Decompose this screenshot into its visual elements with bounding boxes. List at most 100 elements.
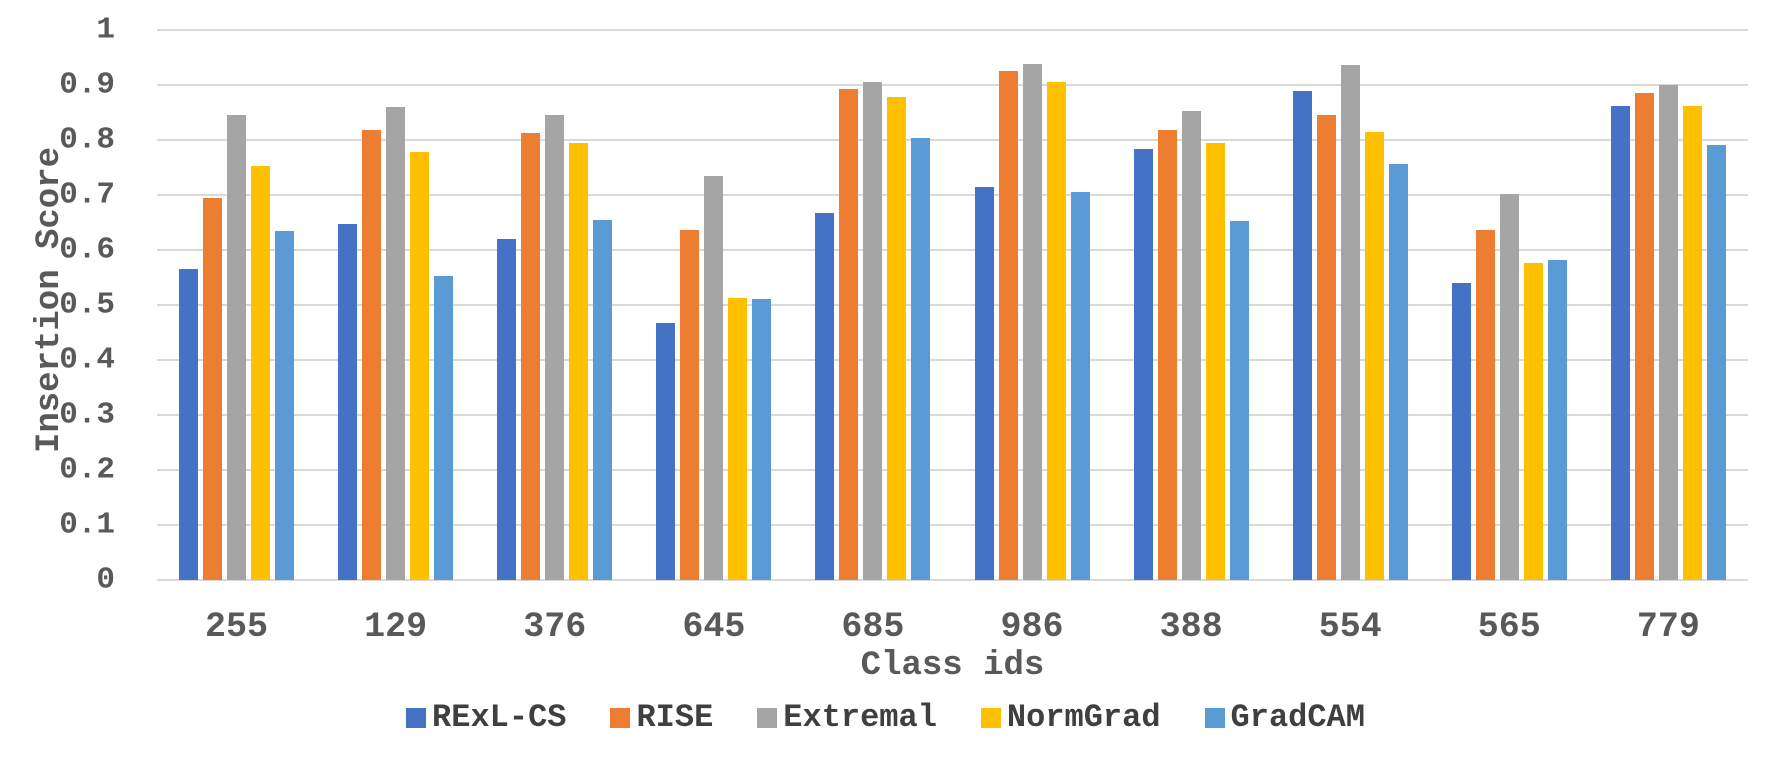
gridline — [157, 359, 1748, 361]
bar-normgrad-565 — [1523, 263, 1543, 580]
bar-rexl-cs-986 — [974, 186, 994, 580]
x-axis-title: Class ids — [860, 647, 1045, 685]
bar-normgrad-255 — [251, 166, 271, 580]
y-tick-label: 0.9 — [59, 67, 115, 103]
bar-rise-779 — [1634, 92, 1654, 580]
bar-group-645 — [634, 30, 793, 580]
bar-gradcam-388 — [1229, 220, 1249, 580]
x-tick-label-565: 565 — [1477, 607, 1541, 647]
legend-label: Extremal — [783, 699, 937, 736]
legend-swatch-icon — [980, 708, 1001, 728]
bar-rise-645 — [680, 229, 700, 580]
bar-group-129 — [316, 30, 475, 580]
bar-rexl-cs-645 — [656, 322, 676, 580]
x-tick-label-645: 645 — [682, 607, 746, 647]
bar-gradcam-376 — [593, 219, 613, 580]
legend-item-normgrad: NormGrad — [980, 698, 1161, 738]
bar-normgrad-388 — [1205, 142, 1225, 580]
legend-swatch-icon — [1204, 708, 1225, 728]
bar-rise-685 — [839, 88, 859, 580]
bar-extremal-565 — [1499, 193, 1519, 580]
y-tick-label: 1 — [96, 12, 115, 48]
bar-extremal-388 — [1181, 110, 1201, 580]
bar-rexl-cs-255 — [179, 269, 199, 580]
y-tick-label: 0.7 — [59, 177, 115, 213]
legend-label: NormGrad — [1006, 699, 1161, 736]
bar-group-986 — [952, 30, 1111, 580]
bar-normgrad-779 — [1682, 105, 1702, 580]
bar-extremal-376 — [545, 115, 565, 580]
bar-normgrad-685 — [887, 97, 907, 580]
legend-swatch-icon — [610, 708, 631, 728]
bar-group-255 — [157, 30, 316, 580]
bar-rise-255 — [203, 197, 223, 580]
bar-rise-554 — [1316, 114, 1336, 580]
y-tick-label: 0.1 — [59, 507, 115, 543]
x-tick-label-986: 986 — [1000, 607, 1064, 647]
bar-rexl-cs-129 — [338, 223, 358, 580]
bar-extremal-645 — [704, 175, 724, 580]
legend-item-rise: RISE — [610, 698, 713, 738]
bar-group-554 — [1271, 30, 1430, 580]
bar-gradcam-645 — [752, 298, 772, 580]
y-tick-label: 0.2 — [59, 452, 115, 488]
gridline — [157, 84, 1748, 86]
legend-label: GradCAM — [1230, 699, 1365, 736]
bar-group-388 — [1112, 30, 1271, 580]
bar-normgrad-554 — [1364, 131, 1384, 580]
bar-extremal-554 — [1340, 65, 1360, 580]
bar-gradcam-986 — [1070, 192, 1090, 580]
bar-gradcam-685 — [911, 137, 931, 580]
bar-rexl-cs-554 — [1292, 91, 1312, 580]
bar-group-779 — [1589, 30, 1748, 580]
gridline — [157, 304, 1748, 306]
bar-normgrad-376 — [569, 142, 589, 580]
x-tick-label-255: 255 — [205, 607, 269, 647]
bar-normgrad-986 — [1046, 82, 1066, 580]
bar-gradcam-255 — [275, 230, 295, 580]
y-tick-label: 0 — [96, 562, 115, 598]
x-tick-label-388: 388 — [1159, 607, 1223, 647]
gridline — [157, 29, 1748, 31]
bar-group-376 — [475, 30, 634, 580]
y-tick-label: 0.5 — [59, 287, 115, 323]
x-tick-label-129: 129 — [364, 607, 428, 647]
gridline — [157, 469, 1748, 471]
bar-rexl-cs-565 — [1451, 283, 1471, 580]
legend-item-rexl-cs: RExL-CS — [406, 698, 566, 738]
bar-gradcam-129 — [434, 276, 454, 580]
gridline — [157, 194, 1748, 196]
bar-extremal-685 — [863, 81, 883, 580]
bar-rise-376 — [521, 132, 541, 580]
bar-rise-129 — [362, 130, 382, 580]
bar-normgrad-645 — [728, 297, 748, 580]
legend-swatch-icon — [406, 708, 427, 728]
bar-rexl-cs-779 — [1610, 105, 1630, 580]
plot-area — [157, 29, 1748, 581]
bar-extremal-986 — [1022, 64, 1042, 580]
gridline — [157, 414, 1748, 416]
bar-rexl-cs-685 — [815, 213, 835, 580]
bar-gradcam-565 — [1547, 259, 1567, 580]
bar-gradcam-554 — [1388, 164, 1408, 580]
x-tick-label-779: 779 — [1636, 607, 1700, 647]
legend-item-gradcam: GradCAM — [1204, 698, 1365, 738]
gridline — [157, 524, 1748, 526]
gridline — [157, 579, 1748, 581]
bar-rise-388 — [1157, 130, 1177, 580]
y-tick-label: 0.6 — [59, 232, 115, 268]
bar-gradcam-779 — [1706, 144, 1726, 580]
y-tick-label: 0.8 — [59, 122, 115, 158]
y-axis-tick-labels: 0 0.1 0.2 0.3 0.4 0.5 0.6 0.7 0.8 0.9 1 — [0, 13, 157, 598]
bar-groups — [157, 30, 1748, 580]
bar-rise-565 — [1475, 229, 1495, 580]
bar-group-685 — [793, 30, 952, 580]
x-tick-label-685: 685 — [841, 607, 905, 647]
y-tick-label: 0.3 — [59, 397, 115, 433]
y-tick-label: 0.4 — [59, 342, 115, 378]
x-tick-label-554: 554 — [1318, 607, 1382, 647]
bar-extremal-129 — [386, 107, 406, 580]
legend-label: RISE — [636, 699, 714, 736]
gridline — [157, 139, 1748, 141]
